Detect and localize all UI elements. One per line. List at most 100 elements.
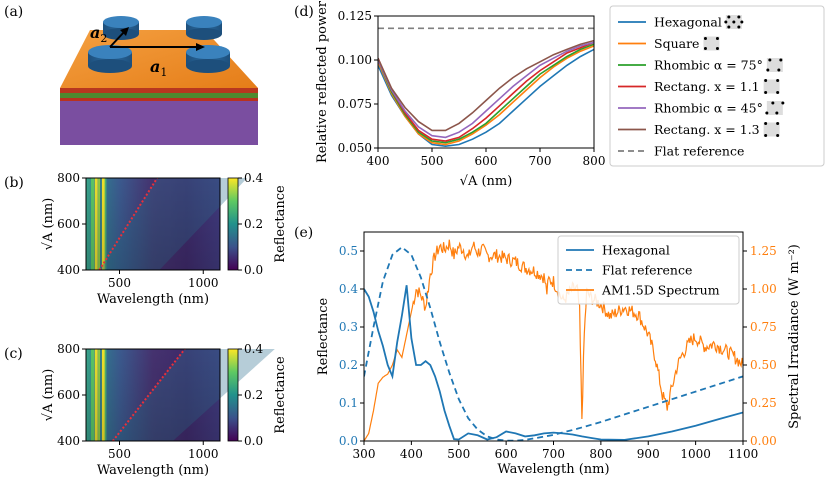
series-e-am1-5d-spectrum	[364, 239, 743, 441]
chart-e-xtick-label: 700	[542, 447, 565, 461]
chart-e-ytick-label: 0.4	[339, 282, 358, 296]
legend-d-label: Square	[654, 36, 699, 51]
heatmap-b-xlabel: Wavelength (nm)	[97, 292, 209, 307]
series-d-square	[378, 45, 594, 146]
legend-d: Hexagonal Square Rhombic α = 75° Rectang. x…	[609, 5, 825, 167]
heatmap-b: 500 1000 400 600 800 Wavelength (nm) √A (nm) 0.…	[41, 171, 288, 307]
series-d-rectang-x-1-1	[378, 41, 594, 142]
chart-e-xtick-label: 300	[353, 447, 376, 461]
slab-layer-red	[60, 88, 258, 93]
legend-d-label: Rhombic α = 75°	[654, 58, 763, 73]
heatmap-c-ylabel: √A (nm)	[41, 369, 56, 422]
chart-e-xtick-label: 500	[447, 447, 470, 461]
chart-e-ytick-label: 0.2	[339, 358, 358, 372]
slab-layer-thin	[60, 98, 258, 101]
chart-e-ytick-right-label: 0.75	[750, 320, 777, 334]
chart-e-xtick-label: 600	[495, 447, 518, 461]
chart-e-ytick-right-label: 0.00	[750, 434, 777, 448]
hexagonal-lattice-icon	[724, 15, 744, 29]
heatmap-b-ytick-label: 400	[57, 263, 80, 277]
chart-e-xtick-label: 800	[589, 447, 612, 461]
panel-label-a: (a)	[4, 4, 23, 20]
legend-d-label: Hexagonal	[654, 15, 722, 30]
heatmap-b-cbar-tick-label: 0.0	[244, 263, 263, 277]
chart-d-frame	[377, 15, 595, 149]
chart-e-ytick-label: 0.0	[339, 434, 358, 448]
series-e-hexagonal	[364, 285, 743, 441]
heatmap-b-ytick-label: 800	[57, 171, 80, 185]
heatmap-b-xtick-label: 500	[108, 276, 131, 290]
chart-d-xtick-label: 500	[421, 154, 444, 168]
chart-d-xlabel: √A (nm)	[460, 174, 513, 189]
chart-e-xtick-label: 1100	[728, 447, 759, 461]
heatmap-b-colorbar	[227, 177, 239, 271]
legend-e-frame	[557, 235, 740, 305]
heatmap-c-diffraction-line	[112, 348, 186, 442]
legend-e-label: AM1.5D Spectrum	[601, 283, 720, 298]
chart-e-xtick-label: 400	[400, 447, 423, 461]
series-e-flat-reference	[364, 246, 743, 441]
legend-d-label: Rhombic α = 45°	[654, 101, 763, 116]
chart-e-ytick-right-label: 1.00	[750, 282, 777, 296]
heatmap-c-colorbar	[227, 348, 239, 442]
series-d-rhombic-45-	[378, 41, 594, 139]
pillar-front-left	[88, 45, 132, 73]
legend-e: Hexagonal Flat reference AM1.5D Spectrum	[557, 235, 740, 305]
chart-d-ylabel: Relative reflected power	[315, 0, 330, 163]
chart-d-ytick-label: 0.125	[338, 9, 372, 23]
vector-a1-label: a1	[150, 57, 167, 79]
pillar-front-right	[186, 45, 230, 73]
chart-e-ytick-label: 0.1	[339, 396, 358, 410]
chart-e-ytick-right-label: 1.25	[750, 244, 777, 258]
chart-e: 300 400 500 600 700 800 900 1000 1100 0.0 0.1 0.2 0.…	[316, 231, 802, 477]
slab-top-face	[60, 30, 258, 88]
heatmap-b-shade	[86, 178, 220, 270]
square-lattice-icon	[703, 36, 720, 51]
heatmap-c-ytick-label: 800	[57, 342, 80, 356]
vector-a2-arrow	[109, 30, 126, 48]
heatmap-b-ylabel: √A (nm)	[41, 198, 56, 251]
chart-d-ytick-label: 0.075	[338, 97, 372, 111]
chart-e-ytick-label: 0.5	[339, 244, 358, 258]
legend-d-label: Flat reference	[654, 144, 744, 159]
series-d-hexagonal	[378, 48, 594, 148]
chart-d-ytick-label: 0.050	[338, 141, 372, 155]
heatmap-c-cbar-tick-label: 0.2	[244, 388, 263, 402]
series-d-rhombic-75-	[378, 43, 594, 144]
heatmap-c-cbar-tick-label: 0.0	[244, 434, 263, 448]
rectangular-13-lattice-icon	[763, 122, 780, 137]
chart-d-xtick-label: 800	[583, 154, 606, 168]
series-d-rectang-x-1-3	[378, 39, 594, 132]
chart-d-xtick-label: 600	[475, 154, 498, 168]
heatmap-c-xlabel: Wavelength (nm)	[97, 463, 209, 478]
heatmap-b-cbar-tick-label: 0.2	[244, 217, 263, 231]
heatmap-b-cbar-tick-label: 0.4	[244, 171, 263, 185]
lattice-vectors: a1 a2	[90, 23, 205, 79]
panel-label-c: (c)	[4, 346, 23, 362]
pillar-back-right	[186, 16, 222, 40]
chart-e-ylabel: Reflectance	[316, 297, 331, 375]
slab-layer-green	[60, 93, 258, 98]
slab-base	[60, 101, 258, 145]
legend-d-label: Rectang. x = 1.1	[654, 79, 760, 94]
rhombic-75-lattice-icon	[766, 58, 783, 72]
heatmap-c-ytick-label: 400	[57, 434, 80, 448]
chart-d-xtick-label: 400	[367, 154, 390, 168]
heatmap-c-cbar-tick-label: 0.4	[244, 342, 263, 356]
chart-e-ytick-right-label: 0.50	[750, 358, 777, 372]
heatmap-c-shade	[86, 349, 220, 441]
heatmap-b-cbar-label: Reflectance	[273, 185, 288, 263]
legend-e-label: Flat reference	[602, 263, 692, 278]
panel-label-e: (e)	[294, 225, 313, 241]
chart-e-ylabel-right: Spectral Irradiance (W m⁻²)	[787, 244, 802, 429]
panel-label-b: (b)	[4, 175, 24, 191]
schematic-slab	[60, 30, 258, 145]
heatmap-c-xtick-label: 500	[108, 447, 131, 461]
chart-d-ytick-label: 0.100	[338, 53, 372, 67]
heatmap-c-xtick-label: 1000	[188, 447, 219, 461]
legend-d-label: Rectang. x = 1.3	[654, 122, 760, 137]
chart-e-xtick-label: 900	[637, 447, 660, 461]
chart-e-ytick-right-label: 0.25	[750, 396, 777, 410]
chart-e-ytick-label: 0.3	[339, 320, 358, 334]
